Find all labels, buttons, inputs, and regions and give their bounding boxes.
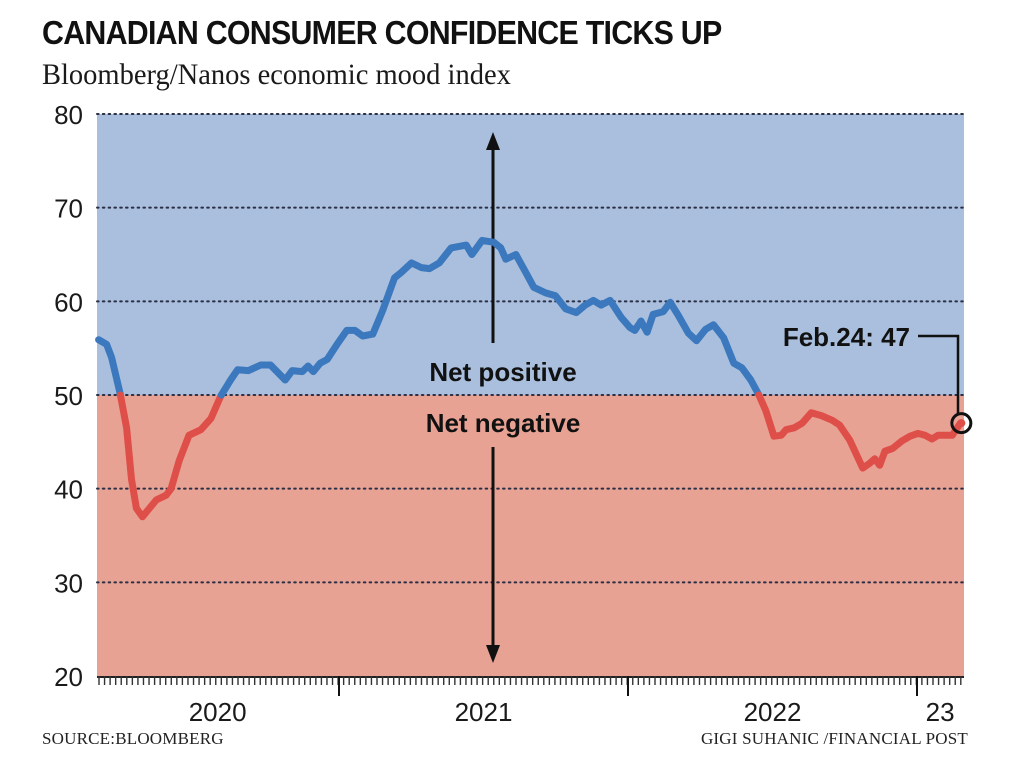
x-tick-label-2021: 2021 [455,697,513,727]
data-line [95,236,964,521]
chart-title: CANADIAN CONSUMER CONFIDENCE TICKS UP [42,14,722,51]
y-tick-label-70: 70 [54,194,83,224]
net-positive-region [97,114,964,395]
net-negative-region [97,395,964,676]
y-tick-label-20: 20 [54,662,83,692]
latest-point-ring-icon [950,412,973,435]
x-axis: 2020 2021 2022 23 [97,676,964,727]
positive-line-segment-2 [217,236,763,399]
latest-point-marker [957,419,966,428]
background-regions [97,114,964,676]
net-negative-label: Net negative [426,408,581,438]
y-tick-label-40: 40 [54,475,83,505]
gridlines [96,113,965,584]
x-tick-label-2020: 2020 [189,697,247,727]
up-arrow-head-icon [486,132,500,150]
negative-line-segment-3 [755,391,964,472]
y-tick-label-80: 80 [54,100,83,130]
latest-value-callout: Feb.24: 47 [783,322,910,352]
y-tick-label-60: 60 [54,287,83,317]
y-tick-label-50: 50 [54,381,83,411]
net-positive-label: Net positive [429,357,576,387]
x-tick-label-2022: 2022 [744,697,802,727]
x-tick-label-23: 23 [926,697,955,727]
source-note: SOURCE:BLOOMBERG [42,729,224,748]
y-tick-label-30: 30 [54,568,83,598]
negative-line-segment-1 [116,391,225,521]
y-axis: 20 30 40 50 60 70 80 [54,100,83,692]
down-arrow-head-icon [486,645,500,663]
callout-leader-line [918,334,960,414]
chart-subtitle: Bloomberg/Nanos economic mood index [42,58,511,91]
annotations: Net positive Net negative Feb.24: 47 [426,322,973,438]
credit-note: GIGI SUHANIC /FINANCIAL POST [700,729,968,748]
